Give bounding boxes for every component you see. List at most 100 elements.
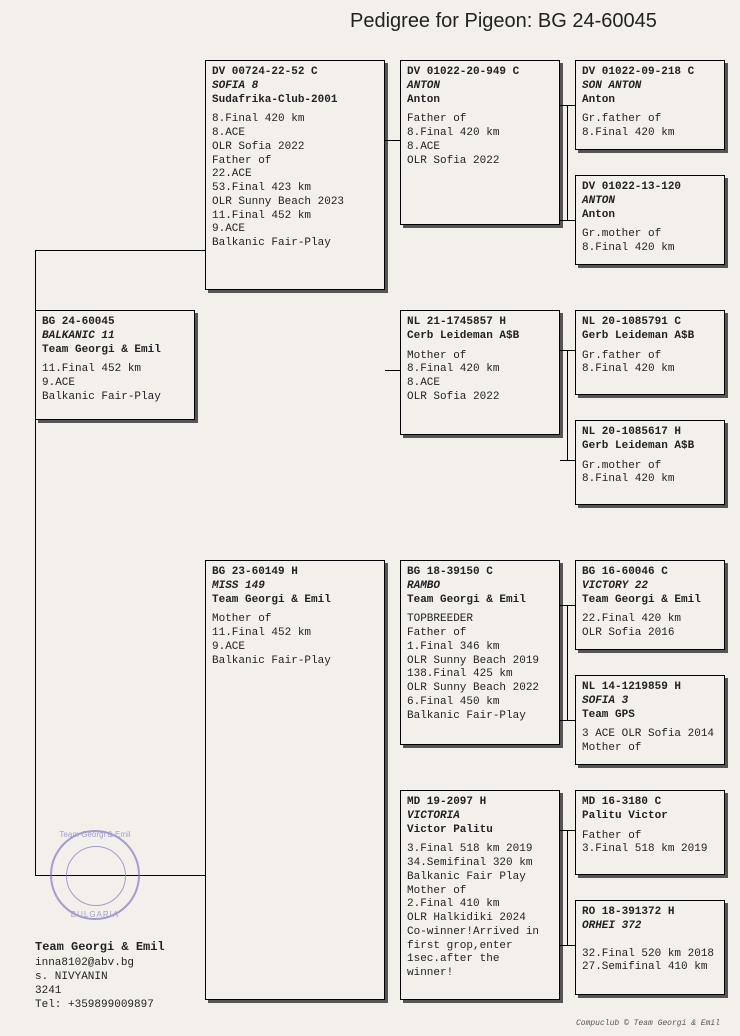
result-line: OLR Sofia 2016 [582, 627, 718, 641]
stamp-text-top: Team Georgi & Emil [52, 830, 138, 839]
result-line: 3 ACE OLR Sofia 2014 [582, 728, 718, 742]
footer-code: 3241 [35, 984, 165, 998]
dam-box: BG 23-60149 H MISS 149 Team Georgi & Emi… [205, 560, 385, 1000]
result-line: 11.Final 452 km [212, 627, 378, 641]
ggp-ssd: DV 01022-13-120 ANTON Anton Gr.mother of… [575, 175, 725, 265]
connector [35, 250, 36, 310]
result-line: Gr.mother of [582, 460, 718, 474]
ggp-ddd: RO 18-391372 H ORHEI 372 32.Final 520 km… [575, 900, 725, 995]
result-line: winner! [407, 967, 553, 981]
result-line: first grop,enter [407, 940, 553, 954]
ring: NL 20-1085791 C [582, 316, 718, 330]
result-line: Balkanic Fair-Play [212, 237, 378, 251]
bird-name: BALKANIC 11 [42, 330, 188, 344]
bird-name: RAMBO [407, 580, 553, 594]
pedigree-subject: BG 24-60045 BALKANIC 11 Team Georgi & Em… [35, 310, 195, 420]
result-line: OLR Halkidiki 2024 [407, 912, 553, 926]
page-title: Pedigree for Pigeon: BG 24-60045 [350, 10, 657, 33]
result-line: 1.Final 346 km [407, 641, 553, 655]
result-line: 22.ACE [212, 168, 378, 182]
result-line: 1sec.after the [407, 953, 553, 967]
result-line: 3.Final 518 km 2019 [407, 843, 553, 857]
connector [385, 140, 400, 141]
result-line: OLR Sunny Beach 2023 [212, 196, 378, 210]
stamp-seal: Team Georgi & Emil BULGARIA [50, 830, 140, 920]
footer-village: s. NIVYANIN [35, 970, 165, 984]
footer-contact: Team Georgi & Emil inna8102@abv.bg s. NI… [35, 940, 165, 1013]
result-line: TOPBREEDER [407, 613, 553, 627]
grandparent-ss: DV 01022-20-949 C ANTON Anton Father of … [400, 60, 560, 225]
result-line: 8.Final 420 km [407, 363, 553, 377]
result-line: 8.Final 420 km [212, 113, 378, 127]
ring: MD 16-3180 C [582, 796, 718, 810]
result-line: 11.Final 452 km [212, 210, 378, 224]
result-line: Balkanic Fair Play [407, 871, 553, 885]
connector [567, 830, 568, 945]
result-line: 8.Final 420 km [582, 242, 718, 256]
result-line: OLR Sunny Beach 2019 [407, 655, 553, 669]
bird-name: SOFIA 3 [582, 695, 718, 709]
bird-name: ORHEI 372 [582, 920, 718, 934]
connector [35, 250, 205, 251]
connector [35, 420, 36, 875]
ring: DV 01022-09-218 C [582, 66, 718, 80]
connector [560, 720, 575, 721]
owner: Team Georgi & Emil [212, 594, 378, 608]
owner: Anton [582, 209, 718, 223]
ring: NL 21-1745857 H [407, 316, 553, 330]
stamp-text-bottom: BULGARIA [52, 910, 138, 919]
connector [560, 220, 575, 221]
result-line: 8.Final 420 km [582, 127, 718, 141]
result-line: OLR Sofia 2022 [407, 391, 553, 405]
connector [560, 460, 575, 461]
owner: Team Georgi & Emil [582, 594, 718, 608]
result-line: Mother of [212, 613, 378, 627]
footer-email: inna8102@abv.bg [35, 956, 165, 970]
result-line: OLR Sunny Beach 2022 [407, 682, 553, 696]
footer-tel: Tel: +359899009897 [35, 998, 165, 1012]
bird-name: SON ANTON [582, 80, 718, 94]
ring: BG 24-60045 [42, 316, 188, 330]
bird-name: ANTON [582, 195, 718, 209]
result-line: Balkanic Fair-Play [42, 391, 188, 405]
connector [567, 350, 568, 460]
result-line: 8.Final 420 km [407, 127, 553, 141]
result-line: Gr.mother of [582, 228, 718, 242]
ggp-sdd: NL 20-1085617 H Gerb Leideman A$B Gr.mot… [575, 420, 725, 505]
result-line: 9.ACE [212, 223, 378, 237]
owner: Team Georgi & Emil [407, 594, 553, 608]
sire-box: DV 00724-22-52 C SOFIA 8 Sudafrika-Club-… [205, 60, 385, 290]
result-line: 34.Semifinal 320 km [407, 857, 553, 871]
connector [567, 605, 568, 720]
owner: Gerb Leideman A$B [582, 440, 718, 454]
ring: BG 18-39150 C [407, 566, 553, 580]
bird-name: ANTON [407, 80, 553, 94]
result-line: Co-winner!Arrived in [407, 926, 553, 940]
result-line: 8.ACE [212, 127, 378, 141]
result-line: 53.Final 423 km [212, 182, 378, 196]
result-line: 9.ACE [42, 377, 188, 391]
result-line: 8.Final 420 km [582, 363, 718, 377]
bird-name: SOFIA 8 [212, 80, 378, 94]
owner: Sudafrika-Club-2001 [212, 94, 378, 108]
result-line: 8.ACE [407, 141, 553, 155]
owner: Gerb Leideman A$B [582, 330, 718, 344]
result-line: Balkanic Fair-Play [407, 710, 553, 724]
ggp-dss: BG 16-60046 C VICTORY 22 Team Georgi & E… [575, 560, 725, 650]
result-line: OLR Sofia 2022 [407, 155, 553, 169]
connector [560, 945, 575, 946]
result-line: 2.Final 410 km [407, 898, 553, 912]
result-line: Father of [407, 113, 553, 127]
owner: Team Georgi & Emil [42, 344, 188, 358]
grandparent-ds: BG 18-39150 C RAMBO Team Georgi & Emil T… [400, 560, 560, 745]
ring: DV 01022-20-949 C [407, 66, 553, 80]
result-line: 8.Final 420 km [582, 473, 718, 487]
owner: Anton [407, 94, 553, 108]
owner: Cerb Leideman A$B [407, 330, 553, 344]
ring: RO 18-391372 H [582, 906, 718, 920]
result-line: Father of [582, 830, 718, 844]
ring: MD 19-2097 H [407, 796, 553, 810]
copyright: Compuclub © Team Georgi & Emil [576, 1019, 720, 1028]
connector [567, 105, 568, 220]
result-line: 8.ACE [407, 377, 553, 391]
